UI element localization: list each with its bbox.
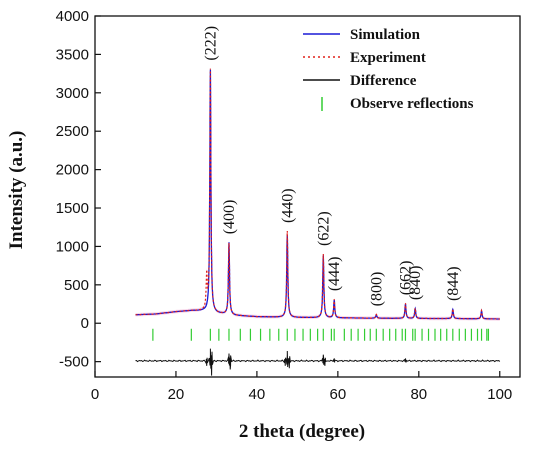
peak-label: (444) bbox=[326, 257, 343, 292]
legend-label-experiment: Experiment bbox=[350, 50, 426, 66]
legend-item-experiment: Experiment bbox=[303, 50, 426, 66]
legend-label-reflections: Observe reflections bbox=[350, 96, 474, 112]
peak-label: (622) bbox=[315, 211, 332, 246]
y-tick-label: 0 bbox=[81, 315, 89, 332]
plot-frame bbox=[94, 15, 521, 378]
y-tick-label: -500 bbox=[59, 354, 89, 371]
y-tick-label: 3500 bbox=[56, 46, 89, 63]
peak-label: (800) bbox=[368, 272, 385, 307]
legend-item-reflections: Observe reflections bbox=[321, 96, 474, 112]
legend-item-simulation: Simulation bbox=[303, 27, 421, 43]
x-tick-label: 100 bbox=[487, 386, 512, 403]
y-tick-label: 2000 bbox=[56, 162, 89, 179]
peak-label: (222) bbox=[202, 26, 219, 61]
peak-label: (440) bbox=[279, 188, 296, 223]
y-tick-label: 2500 bbox=[56, 123, 89, 140]
x-tick-label: 0 bbox=[91, 386, 99, 403]
x-tick-label: 40 bbox=[249, 386, 266, 403]
experiment-line bbox=[135, 68, 500, 320]
legend-label-simulation: Simulation bbox=[350, 27, 421, 43]
y-tick-label: 3000 bbox=[56, 85, 89, 102]
y-tick-label: 4000 bbox=[56, 8, 89, 25]
x-tick-label: 20 bbox=[168, 386, 185, 403]
peak-label: (400) bbox=[221, 200, 238, 235]
y-tick-label: 1000 bbox=[56, 238, 89, 255]
legend: Simulation Experiment Difference Observe… bbox=[303, 27, 474, 112]
y-tick-label: 1500 bbox=[56, 200, 89, 217]
peak-labels: (222) (400) (440) (622) (444) (800) (662)(840)… bbox=[202, 26, 461, 306]
x-tick-label: 60 bbox=[330, 386, 347, 403]
difference-line bbox=[135, 348, 501, 376]
legend-label-difference: Difference bbox=[350, 73, 417, 89]
x-axis: 0 20 40 60 80 100 bbox=[91, 371, 512, 403]
peak-label: (840) bbox=[407, 266, 424, 301]
y-tick-label: 500 bbox=[64, 277, 89, 294]
legend-item-difference: Difference bbox=[303, 73, 417, 89]
plot-area bbox=[135, 66, 501, 376]
peak-label: (662) bbox=[397, 261, 414, 296]
x-tick-label: 80 bbox=[410, 386, 427, 403]
peak-label: (844) bbox=[445, 266, 462, 301]
x-axis-title: 2 theta (degree) bbox=[239, 421, 365, 442]
y-axis-title: Intensity (a.u.) bbox=[6, 131, 27, 250]
y-axis: -500 0 500 1000 1500 2000 2500 3000 3500 4000 bbox=[56, 8, 101, 371]
